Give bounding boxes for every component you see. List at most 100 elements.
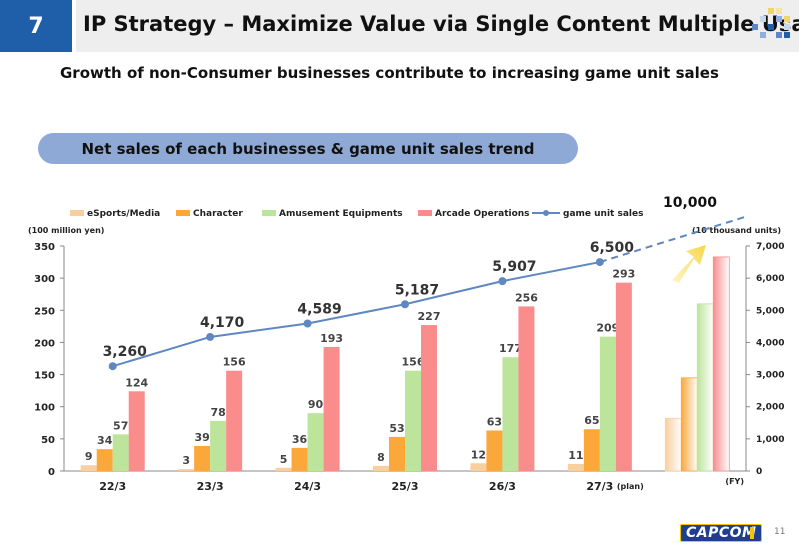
y2-tick-label: 3,000 bbox=[756, 371, 784, 381]
bar-character bbox=[680, 377, 698, 472]
bar-data-label: 57 bbox=[113, 419, 128, 432]
legend-line-marker bbox=[543, 210, 549, 216]
bar-arcade-operations bbox=[615, 282, 632, 471]
bar-data-label: 293 bbox=[612, 268, 635, 281]
left-axis-unit: (100 million yen) bbox=[28, 226, 104, 235]
bar-data-label: 209 bbox=[596, 322, 619, 335]
bar-data-label: 193 bbox=[320, 332, 343, 345]
unit-sales-point bbox=[303, 319, 312, 328]
bar-esports-media bbox=[178, 469, 195, 471]
bar-data-label: 5 bbox=[280, 453, 288, 466]
unit-sales-label: 6,500 bbox=[590, 240, 635, 256]
logo-accent-bar bbox=[750, 527, 754, 539]
unit-sales-label: 5,907 bbox=[492, 259, 536, 275]
bar-amusement-equipments bbox=[307, 413, 324, 471]
mosaic-decoration-icon bbox=[752, 8, 790, 38]
y-tick-label: 300 bbox=[34, 274, 55, 285]
bar-arcade-operations bbox=[128, 391, 145, 471]
bar-data-label: 177 bbox=[499, 342, 522, 355]
y-tick-label: 350 bbox=[34, 242, 55, 253]
bar-data-label: 8 bbox=[377, 451, 385, 464]
header: 7 IP Strategy – Maximize Value via Singl… bbox=[0, 0, 799, 52]
bar-character bbox=[96, 449, 113, 471]
bar-data-label: 34 bbox=[97, 434, 113, 447]
bar-data-label: 256 bbox=[515, 291, 538, 304]
bar-data-label: 227 bbox=[418, 310, 441, 323]
bar-data-label: 11 bbox=[568, 449, 583, 462]
y2-tick-label: 4,000 bbox=[756, 338, 784, 348]
target-label: 10,000 bbox=[663, 195, 717, 211]
y2-tick-label: 2,000 bbox=[756, 403, 784, 413]
unit-sales-label: 4,170 bbox=[200, 315, 245, 331]
legend-label: eSports/Media bbox=[87, 209, 160, 219]
bar-arcade-operations bbox=[518, 306, 535, 471]
bar-data-label: 156 bbox=[402, 356, 425, 369]
bar-data-label: 156 bbox=[223, 356, 246, 369]
bar-character bbox=[291, 447, 308, 471]
bar-data-label: 39 bbox=[194, 431, 209, 444]
bar-data-label: 90 bbox=[308, 398, 324, 411]
bar-esports-media bbox=[373, 465, 389, 471]
subtitle: Growth of non-Consumer businesses contri… bbox=[60, 64, 719, 82]
bar-esports-media bbox=[567, 463, 584, 471]
bar-esports-media bbox=[275, 467, 292, 471]
x-tick-label: 24/3 bbox=[294, 480, 321, 493]
y-tick-label: 250 bbox=[34, 306, 55, 317]
footer-page-number: 11 bbox=[774, 527, 786, 537]
legend-label: Amusement Equipments bbox=[279, 209, 403, 219]
bar-amusement-equipments bbox=[112, 434, 129, 471]
bar-amusement-equipments bbox=[502, 357, 519, 471]
y2-tick-label: 5,000 bbox=[756, 306, 784, 316]
bar-esports-media bbox=[80, 465, 97, 471]
x-tick-label: 22/3 bbox=[99, 480, 126, 493]
bar-character bbox=[486, 430, 503, 471]
bar-data-label: 36 bbox=[292, 433, 308, 446]
unit-sales-projection bbox=[599, 215, 749, 264]
right-axis-unit: (10 thousand units) bbox=[692, 226, 781, 235]
bar-esports-media bbox=[664, 417, 682, 472]
capcom-logo: CAPCOM bbox=[680, 524, 763, 542]
x-axis-unit: (FY) bbox=[725, 477, 744, 486]
legend-label: Character bbox=[193, 209, 243, 219]
x-tick-label: 25/3 bbox=[392, 480, 419, 493]
legend-swatch bbox=[418, 210, 432, 216]
x-tick-label: 23/3 bbox=[197, 480, 224, 493]
unit-sales-label: 4,589 bbox=[297, 301, 341, 317]
unit-sales-point bbox=[498, 277, 507, 286]
bar-data-label: 124 bbox=[125, 376, 148, 389]
title-bar bbox=[76, 0, 799, 52]
unit-sales-point bbox=[401, 300, 409, 309]
bar-data-label: 65 bbox=[584, 414, 599, 427]
y2-tick-label: 6,000 bbox=[756, 274, 784, 284]
growth-arrow-icon bbox=[672, 245, 706, 283]
bar-amusement-equipments bbox=[210, 420, 227, 471]
bar-arcade-operations bbox=[421, 325, 437, 471]
x-tick-label: 27/3 bbox=[586, 480, 613, 493]
bar-arcade-operations bbox=[712, 256, 730, 472]
bar-data-label: 3 bbox=[182, 454, 190, 467]
y-tick-label: 200 bbox=[34, 338, 55, 349]
legend-swatch bbox=[262, 210, 276, 216]
bar-data-label: 12 bbox=[471, 448, 486, 461]
page-number: 7 bbox=[0, 0, 72, 52]
bar-character bbox=[389, 436, 405, 471]
legend-label: Arcade Operations bbox=[435, 209, 530, 219]
unit-sales-label: 5,187 bbox=[395, 282, 439, 298]
legend-swatch bbox=[70, 210, 84, 216]
bar-amusement-equipments bbox=[696, 303, 714, 472]
y-tick-label: 50 bbox=[41, 435, 55, 446]
section-label: Net sales of each businesses & game unit… bbox=[38, 133, 578, 164]
bar-data-label: 9 bbox=[85, 450, 93, 463]
bar-amusement-equipments bbox=[599, 336, 616, 471]
x-tick-label: 26/3 bbox=[489, 480, 516, 493]
bar-character bbox=[194, 445, 211, 471]
bar-data-label: 78 bbox=[210, 406, 225, 419]
bar-amusement-equipments bbox=[405, 370, 421, 471]
unit-sales-label: 3,260 bbox=[103, 344, 148, 360]
bar-arcade-operations bbox=[226, 370, 243, 471]
bar-arcade-operations bbox=[323, 346, 340, 471]
section-label-text: Net sales of each businesses & game unit… bbox=[81, 139, 535, 158]
bar-esports-media bbox=[470, 463, 487, 471]
y2-tick-label: 7,000 bbox=[756, 242, 784, 252]
bar-data-label: 53 bbox=[389, 422, 404, 435]
